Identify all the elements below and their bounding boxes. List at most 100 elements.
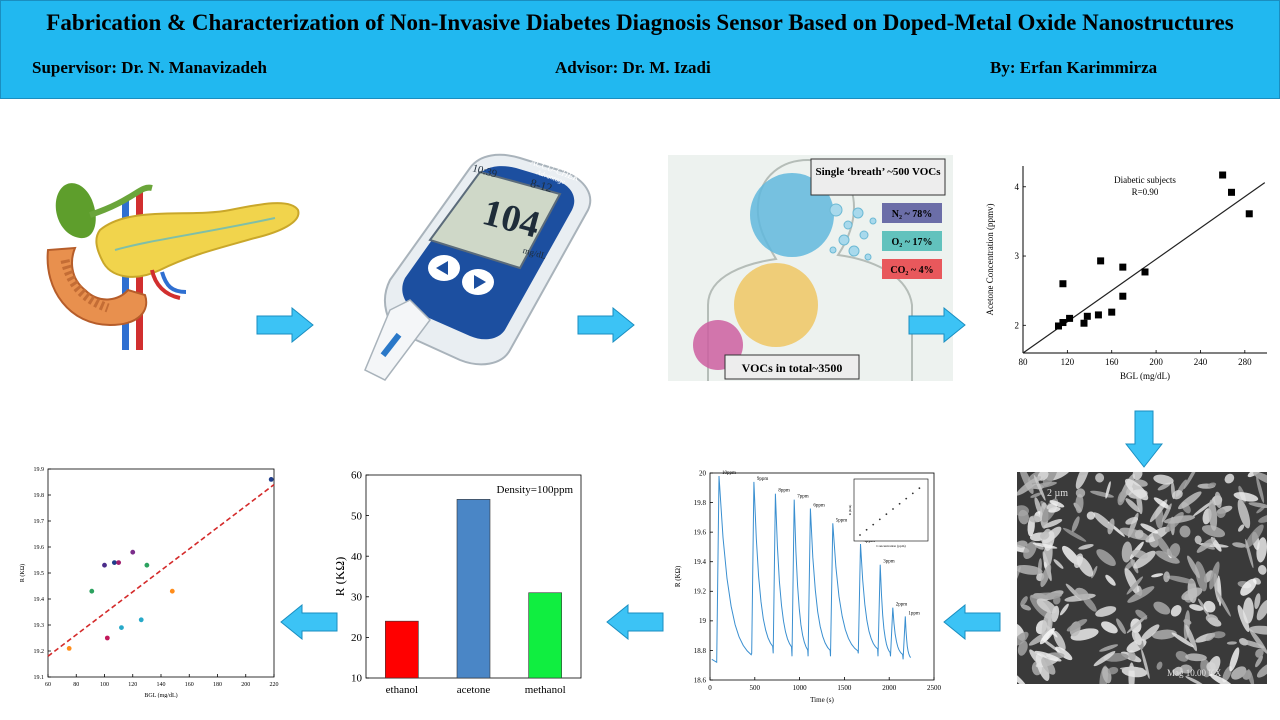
nanoflake: [1040, 531, 1050, 540]
nanoflake: [1216, 508, 1226, 518]
data-point: [89, 588, 95, 594]
data-point: [268, 477, 274, 482]
nanoflake: [1041, 657, 1056, 675]
peak-label: 4ppm: [864, 539, 876, 544]
nanoflake: [1105, 574, 1116, 586]
nanoflake: [1255, 648, 1264, 658]
category-label: methanol: [525, 684, 566, 696]
nanoflake: [1163, 515, 1196, 524]
nanoflake: [1074, 587, 1089, 601]
y-tick-label: 19: [699, 617, 707, 625]
data-point: [1141, 268, 1149, 276]
x-tick-label: 120: [1061, 357, 1075, 367]
y-tick-label: 19.4: [694, 558, 707, 566]
annotation-label: Diabetic subjects: [1114, 175, 1176, 185]
inset-point: [872, 523, 875, 526]
nanoflake: [1153, 601, 1171, 615]
sem-scale-label: 2 µm: [1047, 488, 1068, 499]
inset-point: [911, 492, 914, 495]
x-tick-label: 160: [185, 682, 194, 688]
nanoflake: [1105, 481, 1111, 499]
down-arrow-icon: [1125, 410, 1163, 468]
nanoflake: [1042, 526, 1062, 544]
inset-point: [885, 513, 888, 516]
x-tick-label: 180: [213, 682, 222, 688]
o2-box: [882, 231, 942, 251]
single-breath-label: Single ‘breath’ ~500 VOCs: [816, 166, 942, 178]
nanoflake: [1214, 491, 1222, 509]
nanoflake: [1090, 490, 1114, 498]
bar: [385, 620, 419, 679]
nanoflake: [1125, 516, 1139, 525]
n2-label: N₂ ~ 78%: [892, 209, 932, 220]
nanoflake: [1140, 523, 1159, 534]
nanoflake: [1116, 618, 1126, 635]
nanoflake: [1071, 516, 1080, 533]
nanoflake: [1239, 639, 1265, 649]
nanoflake: [1201, 525, 1226, 538]
y-axis-label: R (KΩ): [19, 564, 26, 582]
category-label: acetone: [457, 684, 491, 696]
nanoflake: [1151, 573, 1164, 578]
nanoflake: [1205, 614, 1219, 624]
nanoflake: [1245, 538, 1254, 569]
inset-point: [859, 534, 861, 536]
nanoflake: [1029, 481, 1057, 489]
bar: [528, 592, 562, 679]
nanoflake: [1059, 603, 1069, 616]
sem-info-label: Mag 10.00 KX: [1167, 668, 1222, 678]
data-point: [111, 560, 117, 565]
nanoflake: [1185, 653, 1207, 662]
fit-line: [47, 483, 275, 657]
title-banner: [0, 0, 1280, 99]
nanoflake: [1242, 597, 1254, 624]
selectivity-bar-chart: 10 20 30 40 50 60 R (KΩ) ethanol acetone methanol…: [336, 470, 582, 696]
nanoflake: [1078, 472, 1090, 476]
y-tick-label: 19.8: [694, 499, 707, 507]
nanoflake: [1020, 604, 1032, 611]
x-tick-label: 1500: [837, 684, 852, 692]
inset-point: [898, 502, 901, 505]
peak-label: 3ppm: [883, 560, 895, 565]
nanoflake: [1124, 478, 1149, 501]
nanoflake: [1049, 500, 1065, 508]
plot-frame: [47, 468, 275, 678]
data-point: [119, 625, 124, 630]
y-tick-label: 19.7: [34, 519, 45, 525]
data-point: [1059, 280, 1067, 288]
y-tick-label: 19.4: [34, 597, 45, 603]
data-point: [66, 646, 72, 651]
nanoflake: [1140, 624, 1160, 641]
co2-label: CO₂ ~ 4%: [890, 265, 933, 276]
meter-date: 8-12: [529, 176, 554, 195]
nanoflake: [1126, 615, 1148, 634]
data-point: [102, 562, 107, 568]
x-tick-label: 500: [750, 684, 761, 692]
nanoflake: [1206, 661, 1216, 672]
nanoflake: [1163, 571, 1170, 583]
nanoflake: [1256, 476, 1265, 504]
x-tick-label: 80: [1019, 357, 1029, 367]
meter-left-button: [436, 261, 448, 275]
data-point: [1108, 308, 1116, 316]
nanoflake: [1181, 587, 1203, 601]
x-tick-label: 0: [708, 684, 712, 692]
data-point: [1080, 319, 1088, 327]
co2-box: [882, 259, 942, 279]
peak-label: 5ppm: [836, 518, 848, 523]
nanoflake: [1258, 514, 1267, 523]
bar: [456, 499, 491, 679]
nanoflake: [1248, 502, 1267, 508]
peak-label: 7ppm: [797, 495, 809, 500]
data-point: [116, 560, 122, 565]
nanoflake: [1131, 630, 1142, 646]
nanoflake: [1076, 556, 1094, 577]
nanoflake: [1055, 646, 1073, 661]
data-point: [1219, 171, 1227, 179]
nanoflake: [1017, 564, 1043, 575]
left-arrow-icon: [943, 604, 1001, 640]
data-point: [1097, 257, 1105, 265]
nanoflake: [1127, 586, 1155, 603]
nanoflake: [1096, 549, 1116, 567]
nanoflake: [1091, 565, 1098, 579]
